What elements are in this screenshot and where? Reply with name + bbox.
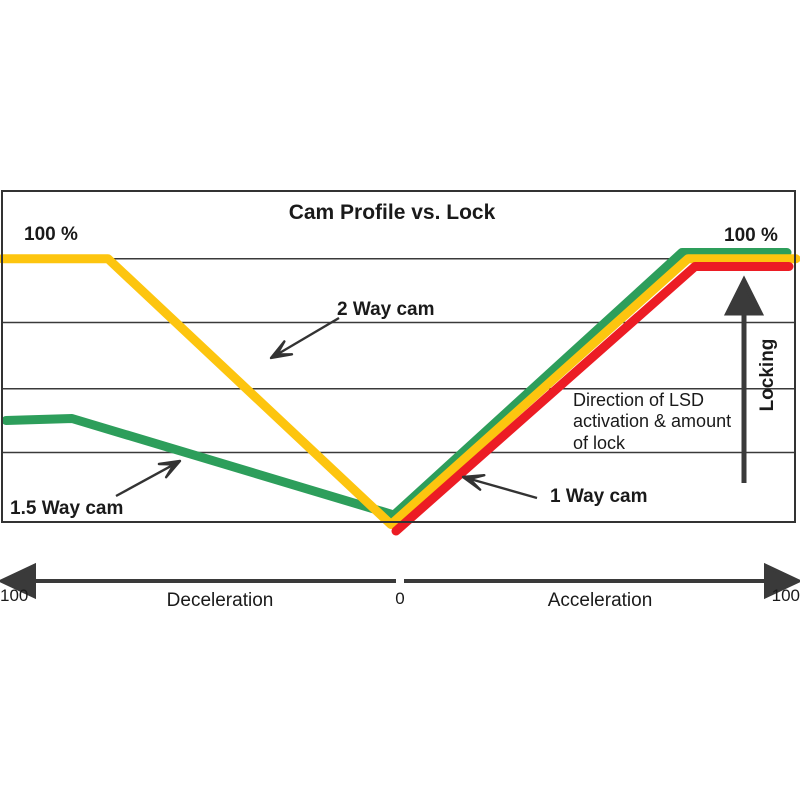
svg-text:of lock: of lock [573,433,626,453]
svg-text:Locking: Locking [757,339,778,412]
svg-text:100 %: 100 % [24,224,78,245]
svg-text:1.5 Way cam: 1.5 Way cam [10,498,123,519]
svg-text:Cam Profile vs. Lock: Cam Profile vs. Lock [289,201,496,224]
svg-text:2 Way cam: 2 Way cam [337,299,435,320]
svg-text:Acceleration: Acceleration [548,590,653,611]
svg-text:Direction of LSD: Direction of LSD [573,390,704,410]
svg-text:100: 100 [772,586,800,605]
svg-text:activation & amount: activation & amount [573,411,731,431]
svg-text:100 %: 100 % [724,225,778,246]
svg-text:0: 0 [395,589,404,608]
svg-text:1 Way cam: 1 Way cam [550,486,648,507]
svg-text:100: 100 [0,586,28,605]
svg-text:Deceleration: Deceleration [167,590,274,611]
